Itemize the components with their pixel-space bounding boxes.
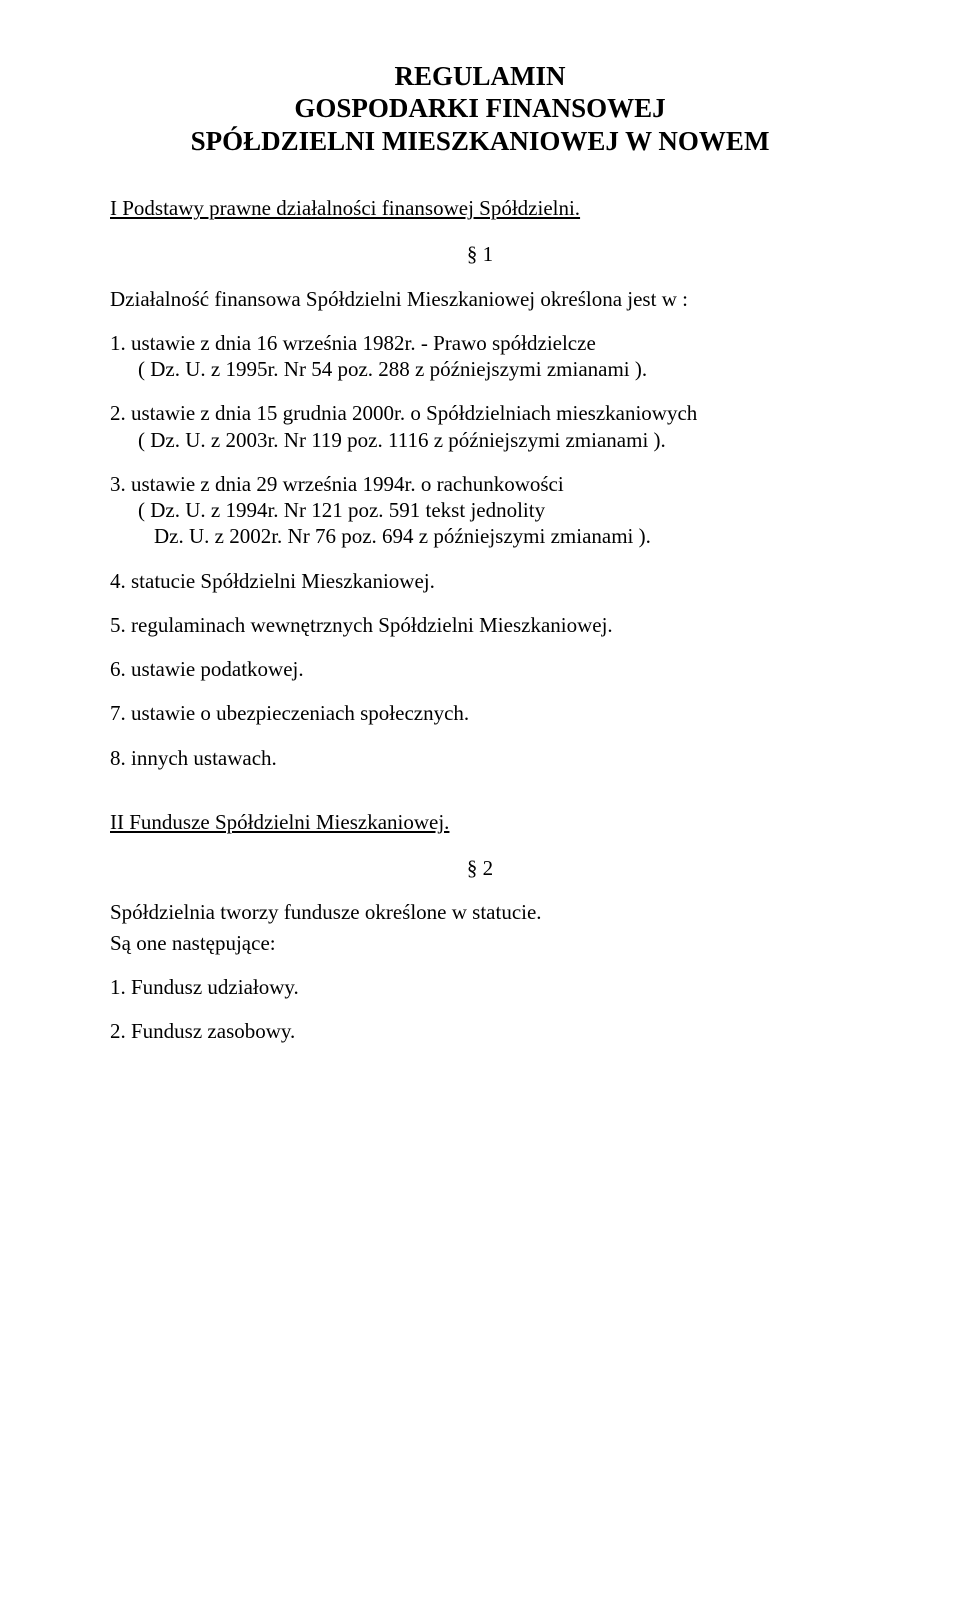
list-item-8: 8. innych ustawach.	[110, 745, 850, 771]
title-line-1: REGULAMIN	[110, 60, 850, 92]
title-line-3: SPÓŁDZIELNI MIESZKANIOWEJ W NOWEM	[110, 125, 850, 157]
fund-item-1: 1. Fundusz udziałowy.	[110, 974, 850, 1000]
list-item-5: 5. regulaminach wewnętrznych Spółdzielni…	[110, 612, 850, 638]
list-item-3-line-1: 3. ustawie z dnia 29 września 1994r. o r…	[110, 471, 850, 497]
list-item-1-line-1: 1. ustawie z dnia 16 września 1982r. - P…	[110, 330, 850, 356]
list-item-1-line-2: ( Dz. U. z 1995r. Nr 54 poz. 288 z późni…	[110, 356, 850, 382]
list-item-3-line-2: ( Dz. U. z 1994r. Nr 121 poz. 591 tekst …	[110, 497, 850, 523]
list-item-6: 6. ustawie podatkowej.	[110, 656, 850, 682]
list-item-2-line-1: 2. ustawie z dnia 15 grudnia 2000r. o Sp…	[110, 400, 850, 426]
list-item-7: 7. ustawie o ubezpieczeniach społecznych…	[110, 700, 850, 726]
paragraph-2-marker: § 2	[110, 855, 850, 881]
document-page: REGULAMIN GOSPODARKI FINANSOWEJ SPÓŁDZIE…	[0, 0, 960, 1142]
list-item-2-line-2: ( Dz. U. z 2003r. Nr 119 poz. 1116 z póź…	[110, 427, 850, 453]
list-item-2: 2. ustawie z dnia 15 grudnia 2000r. o Sp…	[110, 400, 850, 453]
paragraph-1-marker: § 1	[110, 241, 850, 267]
title-line-2: GOSPODARKI FINANSOWEJ	[110, 92, 850, 124]
section-1-heading: I Podstawy prawne działalności finansowe…	[110, 195, 850, 221]
section-2-heading: II Fundusze Spółdzielni Mieszkaniowej.	[110, 809, 850, 835]
intro-text-1: Działalność finansowa Spółdzielni Mieszk…	[110, 286, 850, 312]
list-item-1: 1. ustawie z dnia 16 września 1982r. - P…	[110, 330, 850, 383]
intro-2-line-1: Spółdzielnia tworzy fundusze określone w…	[110, 899, 850, 925]
document-title: REGULAMIN GOSPODARKI FINANSOWEJ SPÓŁDZIE…	[110, 60, 850, 157]
list-item-3-line-3: Dz. U. z 2002r. Nr 76 poz. 694 z później…	[110, 523, 850, 549]
list-item-4: 4. statucie Spółdzielni Mieszkaniowej.	[110, 568, 850, 594]
list-item-3: 3. ustawie z dnia 29 września 1994r. o r…	[110, 471, 850, 550]
fund-item-2: 2. Fundusz zasobowy.	[110, 1018, 850, 1044]
intro-2-line-2: Są one następujące:	[110, 930, 850, 956]
